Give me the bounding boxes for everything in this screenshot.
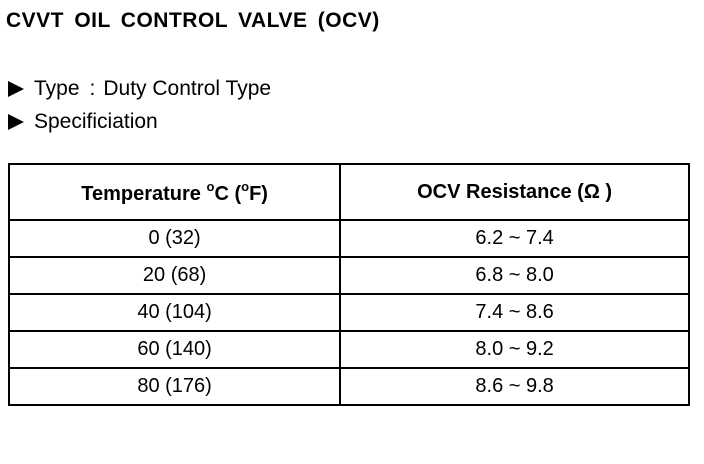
resistance-cell: 8.0 ~ 9.2 [339, 330, 690, 369]
table-row: 0 (32) 6.2 ~ 7.4 [7, 219, 690, 258]
triangle-bullet-icon [8, 81, 24, 97]
table-row: 60 (140) 8.0 ~ 9.2 [7, 330, 690, 369]
temperature-cell: 80 (176) [7, 367, 342, 406]
specification-label: Specificiation [34, 110, 158, 133]
resistance-cell: 6.2 ~ 7.4 [339, 219, 690, 258]
specification-line: Specificiation [8, 110, 158, 134]
table-header-row: Temperature oC (oF) OCV Resistance (Ω ) [7, 163, 690, 221]
table-row: 20 (68) 6.8 ~ 8.0 [7, 256, 690, 295]
temperature-cell: 20 (68) [7, 256, 342, 295]
spec-table: Temperature oC (oF) OCV Resistance (Ω ) … [7, 163, 690, 406]
type-line: Type : Duty Control Type [8, 77, 271, 101]
temperature-cell: 0 (32) [7, 219, 342, 258]
resistance-cell: 8.6 ~ 9.8 [339, 367, 690, 406]
resistance-header: OCV Resistance (Ω ) [339, 163, 690, 221]
temperature-cell: 60 (140) [7, 330, 342, 369]
triangle-bullet-icon [8, 114, 24, 130]
type-separator: : [89, 77, 96, 100]
type-label: Type [34, 77, 80, 100]
temperature-cell: 40 (104) [7, 293, 342, 332]
resistance-cell: 6.8 ~ 8.0 [339, 256, 690, 295]
type-value: Duty Control Type [103, 77, 272, 100]
resistance-cell: 7.4 ~ 8.6 [339, 293, 690, 332]
temperature-header: Temperature oC (oF) [7, 163, 342, 221]
table-row: 80 (176) 8.6 ~ 9.8 [7, 367, 690, 406]
table-row: 40 (104) 7.4 ~ 8.6 [7, 293, 690, 332]
page-title: CVVT OIL CONTROL VALVE (OCV) [6, 9, 380, 32]
